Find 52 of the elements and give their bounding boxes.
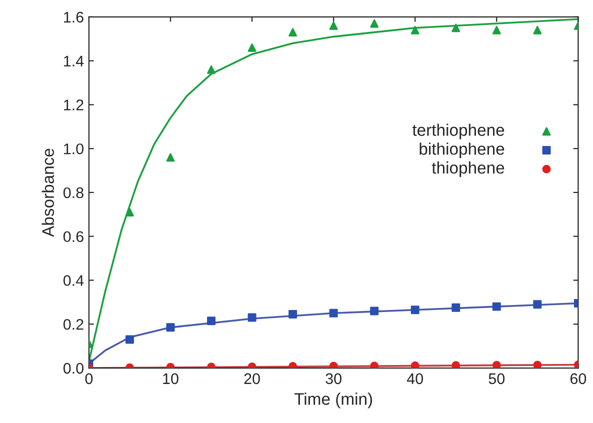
y-tick-label: 0.2	[63, 318, 84, 330]
point	[370, 19, 379, 28]
point	[207, 362, 216, 368]
y-tick-label: 0.8	[63, 187, 84, 198]
x-tick-label: 20	[244, 373, 260, 384]
point	[329, 21, 338, 30]
point	[410, 26, 420, 34]
point	[533, 26, 542, 34]
point	[288, 362, 298, 368]
y-tick-label: 1.2	[64, 100, 84, 110]
x-axis-title: Time (min)	[294, 392, 372, 408]
point	[370, 306, 379, 316]
point	[125, 335, 134, 344]
point	[125, 208, 134, 216]
point	[248, 313, 256, 322]
point	[492, 360, 501, 368]
x-tick-label: 60	[570, 373, 586, 384]
x-tick-label: 0	[85, 373, 93, 384]
legend-label: bithiophene	[420, 142, 504, 158]
point	[410, 306, 420, 314]
point	[492, 26, 501, 34]
point	[329, 362, 338, 368]
point	[248, 362, 256, 368]
point	[452, 303, 460, 312]
point	[410, 361, 420, 368]
point	[329, 308, 338, 318]
point	[207, 65, 216, 74]
point	[533, 360, 542, 368]
point	[492, 302, 501, 311]
y-tick-label: 0.6	[63, 231, 84, 242]
x-tick-label: 50	[488, 373, 505, 384]
legend-label: thiophene	[432, 161, 504, 177]
y-tick-label: 1.0	[64, 143, 84, 154]
point	[452, 361, 460, 368]
point	[207, 316, 216, 326]
point	[166, 153, 175, 162]
y-axis-title: Absorbance	[42, 148, 54, 237]
point	[248, 43, 256, 52]
point	[288, 28, 298, 37]
x-tick-label: 30	[326, 373, 342, 384]
y-tick-label: 1.4	[64, 56, 84, 66]
point	[166, 323, 175, 332]
point	[370, 362, 379, 368]
y-tick-label: 0.0	[63, 362, 84, 374]
point	[288, 310, 298, 318]
y-tick-label: 1.6	[64, 12, 84, 23]
point	[533, 300, 542, 309]
y-tick-label: 0.4	[63, 275, 84, 286]
x-tick-label: 10	[163, 373, 178, 384]
point	[452, 24, 460, 32]
legend-label: terthiophene	[412, 124, 504, 140]
x-tick-label: 40	[406, 373, 423, 384]
